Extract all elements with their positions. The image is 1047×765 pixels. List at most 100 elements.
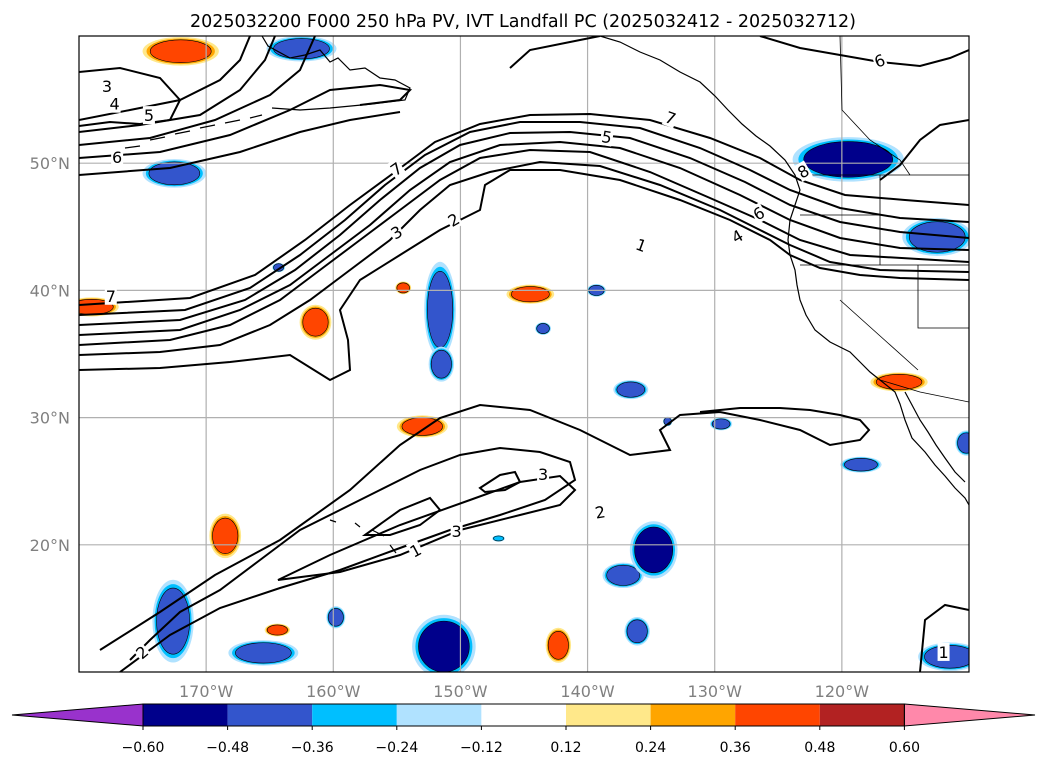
contour-label: 1 xyxy=(937,642,950,662)
colorbar-segment xyxy=(566,704,651,726)
contour-line xyxy=(879,119,969,181)
contour-line xyxy=(478,470,522,494)
pv-anomaly-patch xyxy=(924,644,969,669)
contour-label: 6 xyxy=(111,148,124,167)
colorbar-segment xyxy=(312,704,397,726)
colorbar-tick-label: −0.36 xyxy=(291,740,334,756)
pv-contours xyxy=(79,36,969,672)
political-borders xyxy=(800,36,969,403)
colorbar-tick-label: 0.24 xyxy=(635,740,666,756)
contour-line xyxy=(919,603,969,672)
pv-anomaly-core xyxy=(650,544,662,558)
pv-anomaly-patch xyxy=(302,307,329,337)
contour-line xyxy=(119,446,577,672)
colorbar-segment xyxy=(396,704,482,726)
pv-anomaly-patch xyxy=(235,642,292,664)
contour-label-text: 4 xyxy=(110,95,120,114)
colorbar-frame xyxy=(142,703,905,727)
colorbar-segment xyxy=(227,704,313,726)
border-us-mexico xyxy=(879,379,969,403)
pv-anomaly-patch xyxy=(430,349,452,379)
colorbar-segment xyxy=(143,704,228,726)
map-frame xyxy=(78,35,970,673)
contour-label: 2 xyxy=(592,502,608,523)
contour-line xyxy=(79,148,969,346)
pv-anomaly-patch xyxy=(547,630,569,660)
pv-anomaly-patch xyxy=(212,517,239,555)
pv-anomaly-patch xyxy=(536,323,550,334)
lat-tick-label: 40°N xyxy=(30,281,70,300)
lon-tick-label: 150°W xyxy=(433,682,488,701)
colorbar-tick-label: 0.12 xyxy=(550,740,581,756)
lat-tick-label: 50°N xyxy=(30,154,70,173)
colorbar-tick-label: 0.48 xyxy=(804,740,835,756)
contour-label: 7 xyxy=(104,286,117,306)
colorbar-segment xyxy=(650,704,736,726)
aleutian-islands xyxy=(124,114,263,149)
pv-anomaly-patch xyxy=(427,271,454,348)
pv-anomaly-patch xyxy=(493,535,504,542)
pv-anomaly-patch xyxy=(844,458,878,472)
map-gridlines xyxy=(79,36,969,672)
contour-line xyxy=(277,474,577,581)
contour-label: 7 xyxy=(661,107,680,129)
colorbar: −0.60 −0.48 −0.36 −0.24 −0.12 0.12 0.24 0.36 0.4… xyxy=(11,703,1036,756)
contour-label-text: 3 xyxy=(538,465,548,484)
contour-label-text: 6 xyxy=(112,148,122,167)
colorbar-segment xyxy=(819,704,905,726)
colorbar-tick-label: −0.24 xyxy=(375,740,418,756)
contour-line xyxy=(79,36,316,146)
pv-anomaly-patch xyxy=(149,39,212,64)
pv-anomaly-patch xyxy=(273,263,284,272)
colorbar-tick-label: 0.60 xyxy=(889,740,920,756)
contour-label-text: 3 xyxy=(452,522,462,541)
contour-label-text: 5 xyxy=(144,106,154,125)
colorbar-tick-label: −0.48 xyxy=(206,740,249,756)
colorbar-tick-label: 0.36 xyxy=(720,740,751,756)
pv-anomaly-patch xyxy=(606,564,641,586)
pv-anomaly-patch xyxy=(148,161,201,186)
contour-line xyxy=(79,36,276,133)
contour-line xyxy=(79,83,413,159)
coastline-alaska xyxy=(261,36,411,111)
colorbar-segment xyxy=(481,704,566,726)
contour-line xyxy=(79,111,401,176)
pv-anomaly-patch xyxy=(510,286,550,303)
lon-tick-label: 160°W xyxy=(306,682,361,701)
colorbar-tick-label: −0.60 xyxy=(122,740,165,756)
border-states xyxy=(800,175,969,371)
coastline-baja xyxy=(904,391,966,483)
pv-anomaly-patch xyxy=(626,619,648,644)
pv-anomaly-patch xyxy=(327,608,344,627)
axis-tick-labels: 170°W 160°W 150°W 140°W 130°W 120°W 20°N 30°N 40… xyxy=(30,154,870,701)
contour-line xyxy=(79,140,969,336)
contour-label: 3 xyxy=(450,522,463,541)
coastline-alaska-panhandle xyxy=(599,36,969,506)
contour-label-text: 5 xyxy=(600,127,613,147)
contour-label: 1 xyxy=(632,234,651,256)
coastlines xyxy=(124,36,969,554)
contour-line xyxy=(79,121,969,316)
pv-anomaly-patch xyxy=(711,418,731,430)
hawaii-islands xyxy=(329,519,397,554)
contour-label-text: 3 xyxy=(102,77,112,96)
contour-line xyxy=(79,66,182,127)
contour-line xyxy=(79,36,251,121)
pv-anomaly-patch xyxy=(616,381,646,398)
contour-label-text: 7 xyxy=(106,287,116,306)
colorbar-tick-label: −0.12 xyxy=(460,740,503,756)
pv-anomaly-core xyxy=(438,640,454,655)
pv-anomaly-patch xyxy=(266,624,288,636)
contour-line xyxy=(79,112,969,306)
lon-tick-label: 140°W xyxy=(560,682,615,701)
contour-label: 5 xyxy=(142,106,155,125)
contour-line xyxy=(79,169,969,382)
contour-line xyxy=(361,496,442,536)
lon-tick-label: 130°W xyxy=(688,682,743,701)
contour-label: 6 xyxy=(870,49,889,72)
lon-tick-label: 120°W xyxy=(815,682,870,701)
contour-line xyxy=(99,403,871,651)
pv-anomaly-patch xyxy=(396,282,410,294)
